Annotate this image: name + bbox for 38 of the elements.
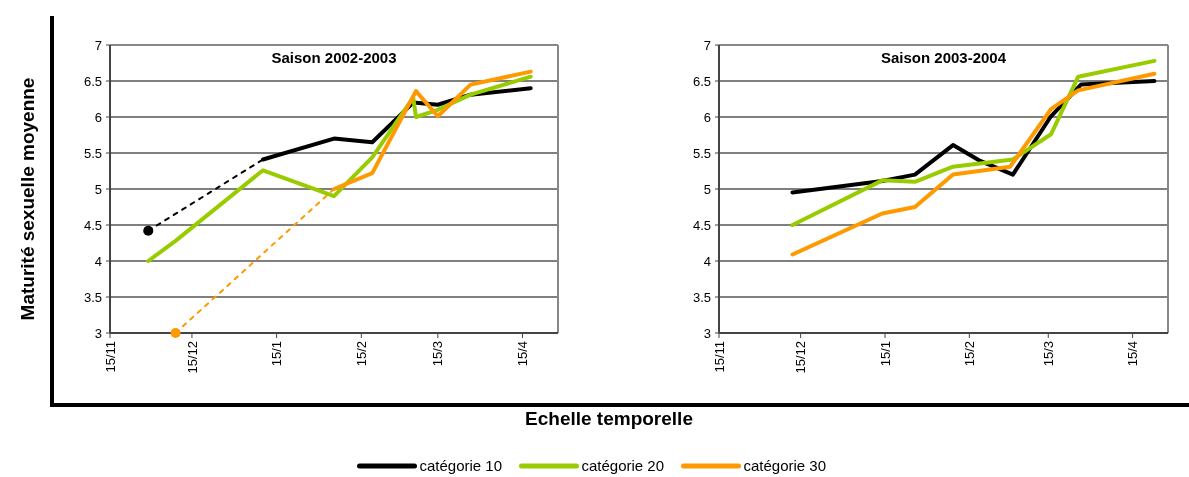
line-series — [790, 71, 1157, 257]
x-tick-label: 15/2 — [353, 341, 369, 367]
chart-title: Saison 2003-2004 — [880, 49, 1007, 66]
y-tick-label: 4 — [703, 253, 711, 269]
x-tick-label: 15/3 — [1040, 341, 1056, 367]
chart-title: Saison 2002-2003 — [271, 49, 397, 66]
y-tick-label: 6.5 — [692, 73, 711, 89]
x-tick-label: 15/11 — [711, 341, 727, 373]
legend-label: catégorie 10 — [419, 457, 503, 475]
legend-label: catégorie 30 — [743, 457, 827, 475]
legend-label: catégorie 20 — [581, 457, 665, 475]
y-tick-label: 6.5 — [83, 73, 102, 89]
y-tick-label: 5 — [94, 181, 102, 197]
y-axis-title: Maturité sexuelle moyenne — [17, 77, 38, 321]
y-tick-label: 5.5 — [692, 145, 711, 161]
x-tick-label: 15/1 — [269, 341, 285, 367]
y-tick-label: 3 — [94, 325, 102, 341]
y-tick-label: 4 — [94, 253, 102, 269]
y-tick-label: 7 — [703, 37, 711, 53]
y-tick-label: 6 — [703, 109, 711, 125]
y-tick-label: 4.5 — [692, 217, 711, 233]
y-tick-label: 7 — [94, 37, 102, 53]
y-tick-label: 4.5 — [83, 217, 102, 233]
x-tick-label: 15/2 — [961, 341, 977, 367]
x-tick-label: 15/3 — [430, 341, 446, 367]
x-tick-label: 15/12 — [793, 341, 809, 374]
y-tick-label: 3.5 — [692, 289, 711, 305]
y-tick-label: 6 — [94, 109, 102, 125]
y-tick-label: 3.5 — [83, 289, 102, 305]
y-tick-label: 5 — [703, 181, 711, 197]
y-tick-label: 5.5 — [83, 145, 102, 161]
x-tick-label: 15/4 — [515, 341, 531, 367]
y-tick-label: 3 — [703, 325, 711, 341]
x-tick-label: 15/11 — [102, 341, 118, 373]
x-tick-label: 15/12 — [184, 341, 200, 374]
x-tick-label: 15/4 — [1125, 341, 1141, 367]
x-tick-label: 15/1 — [877, 341, 893, 367]
x-axis-title: Echelle temporelle — [525, 408, 693, 429]
